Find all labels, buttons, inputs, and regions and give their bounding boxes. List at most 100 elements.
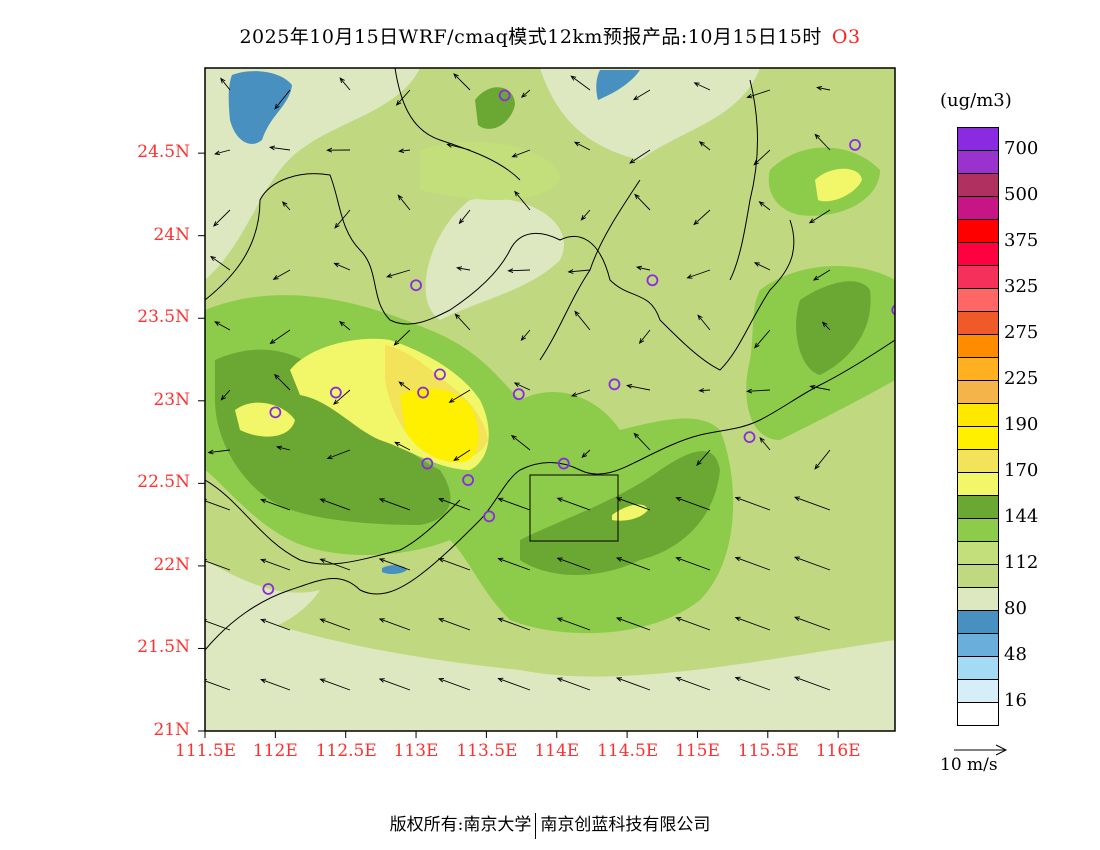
wind-arrow xyxy=(513,382,531,391)
colorbar-label: 112 xyxy=(1004,552,1039,573)
wind-arrow xyxy=(567,269,591,274)
wind-arrow xyxy=(734,676,771,691)
wind-arrow xyxy=(629,149,651,164)
colorbar-swatch xyxy=(958,243,998,266)
wind-arrow xyxy=(275,445,291,451)
wind-arrow xyxy=(814,449,831,470)
wind-arrow xyxy=(378,618,411,631)
wind-arrow xyxy=(734,556,771,571)
lon-label: 112.5E xyxy=(315,741,377,761)
wind-arrow xyxy=(319,618,351,631)
wind-arrow xyxy=(698,141,711,151)
wind-arrow xyxy=(753,262,771,271)
wind-arrow xyxy=(734,616,771,631)
wind-arrow xyxy=(334,209,351,229)
wind-arrow xyxy=(675,557,711,571)
wind-arrow xyxy=(698,388,711,393)
blue-region-north xyxy=(596,70,640,100)
wind-arrow xyxy=(520,329,531,342)
wind-arrow xyxy=(395,89,411,106)
green-region-north xyxy=(420,141,560,200)
wind-arrow xyxy=(438,618,471,631)
wind-arrow xyxy=(570,389,591,397)
lon-label: 112E xyxy=(252,741,298,761)
colorbar-swatch xyxy=(958,519,998,542)
lat-label: 22N xyxy=(153,554,190,575)
wind-arrow xyxy=(581,449,591,459)
wind-arrow xyxy=(758,201,771,211)
wind-arrow xyxy=(556,677,591,691)
station-marker xyxy=(512,388,525,401)
wind-arrow xyxy=(638,329,651,345)
wind-arrow xyxy=(339,320,351,331)
wind-arrow xyxy=(333,262,351,271)
colorbar-swatch xyxy=(958,473,998,496)
wind-arrow xyxy=(814,133,831,151)
colorbar-swatch xyxy=(958,266,998,289)
wind-arrow xyxy=(319,678,351,691)
wind-arrow xyxy=(398,381,411,391)
yellow-region-southeast xyxy=(612,504,648,521)
wind-arrow xyxy=(734,496,771,511)
coastline xyxy=(205,339,895,651)
wind-arrow xyxy=(510,434,531,451)
station-marker xyxy=(329,386,342,399)
wind-arrow xyxy=(573,141,591,151)
colorbar-unit: (ug/m3) xyxy=(940,90,1012,111)
dark-green-east xyxy=(796,281,871,375)
wind-arrow xyxy=(453,73,471,91)
station-marker xyxy=(434,368,446,381)
wind-arrow xyxy=(497,617,531,631)
wind-arrow xyxy=(511,149,531,158)
wind-arrow xyxy=(214,149,231,156)
wind-arrow xyxy=(269,329,291,345)
species-label: O3 xyxy=(831,26,861,48)
lon-label: 113.5E xyxy=(456,741,518,761)
wind-arrow xyxy=(580,209,591,221)
wind-arrow xyxy=(746,89,771,99)
wind-arrow xyxy=(507,268,531,274)
concentration-field xyxy=(205,68,895,731)
colorbar-label: 80 xyxy=(1004,598,1027,619)
station-marker xyxy=(262,583,275,595)
wind-arrow xyxy=(675,497,711,511)
wind-arrow xyxy=(497,497,531,511)
colorbar-swatch xyxy=(958,358,998,381)
lon-label: 114E xyxy=(534,741,580,761)
blue-region-south xyxy=(382,565,407,575)
footer: 版权所有:南京大学 南京创蓝科技有限公司 xyxy=(0,810,1100,839)
wind-arrow xyxy=(693,82,711,91)
wind-arrow xyxy=(556,557,591,571)
colorbar-swatch xyxy=(958,565,998,588)
wind-arrow xyxy=(520,89,531,98)
wind-arrow xyxy=(260,678,291,691)
wind-arrow xyxy=(615,677,651,691)
lat-label: 24.5N xyxy=(137,142,190,163)
colorbar-label: 375 xyxy=(1004,230,1039,251)
station-marker xyxy=(646,274,659,287)
colorbar-swatch xyxy=(958,174,998,197)
wind-arrow xyxy=(207,449,231,455)
pale-region-south xyxy=(205,600,895,731)
colorbar-swatch xyxy=(958,289,998,312)
wind-arrow xyxy=(632,89,651,101)
hongkong-region-box xyxy=(529,474,619,542)
wind-arrow xyxy=(615,497,651,511)
wind-arrow xyxy=(634,193,651,211)
colorbar-label: 325 xyxy=(1004,276,1039,297)
wind-arrow xyxy=(260,498,291,511)
map-title: 2025年10月15日WRF/cmaq模式12km预报产品:10月15日15时 O… xyxy=(0,22,1100,49)
wind-arrow xyxy=(615,557,651,571)
wind-arrow xyxy=(793,496,831,511)
wind-arrow xyxy=(793,556,831,571)
colorbar-swatch xyxy=(958,381,998,404)
colorbar-swatch xyxy=(958,588,998,611)
colorbar-swatch xyxy=(958,450,998,473)
colorbar-swatch xyxy=(958,427,998,450)
station-marker xyxy=(498,89,511,102)
lon-label: 114.5E xyxy=(597,741,659,761)
monitoring-stations xyxy=(262,89,895,595)
colorbar-swatch xyxy=(958,611,998,634)
wind-arrow xyxy=(793,676,831,691)
